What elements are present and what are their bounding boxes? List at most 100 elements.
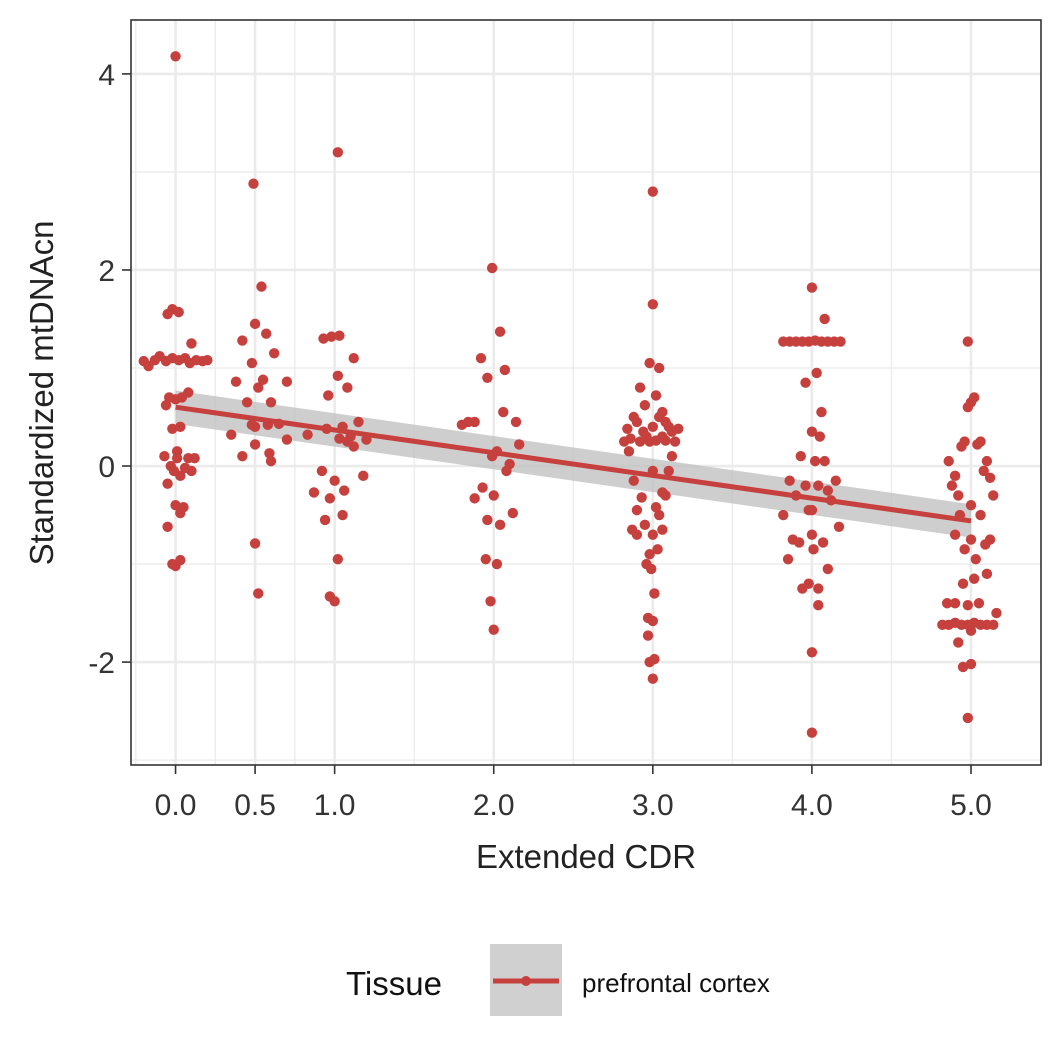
data-point: [782, 553, 794, 565]
data-point: [510, 416, 522, 428]
data-point: [657, 524, 668, 535]
data-point: [631, 504, 643, 516]
data-point: [253, 382, 264, 393]
data-point: [988, 490, 999, 501]
data-point: [793, 537, 805, 548]
data-point: [248, 178, 259, 189]
data-point: [822, 485, 834, 496]
data-point: [257, 374, 269, 385]
data-point: [253, 588, 264, 599]
data-point: [811, 367, 822, 379]
data-point: [469, 493, 480, 504]
data-point: [981, 568, 993, 580]
data-point: [249, 439, 261, 450]
data-point: [480, 553, 491, 565]
data-point: [965, 534, 977, 545]
data-point: [469, 416, 480, 428]
data-point: [337, 509, 348, 521]
data-point: [953, 637, 964, 648]
y-tick-label: 4: [98, 59, 115, 92]
data-point: [507, 507, 519, 519]
data-point: [639, 519, 651, 531]
x-tick-label: 3.0: [632, 789, 674, 822]
data-points: [138, 51, 1002, 738]
panel-background: [131, 20, 1041, 765]
data-point: [669, 436, 681, 447]
x-tick-label: 4.0: [791, 789, 833, 822]
data-point: [475, 352, 487, 364]
data-point: [644, 357, 655, 369]
data-point: [202, 354, 213, 366]
data-point: [237, 335, 248, 346]
data-point: [308, 487, 320, 498]
x-tick-label: 0.5: [234, 789, 276, 822]
data-point: [816, 406, 827, 418]
data-point: [639, 400, 651, 411]
data-point: [323, 390, 334, 401]
data-point: [817, 537, 829, 548]
data-point: [491, 558, 503, 570]
data-point: [226, 429, 237, 440]
data-point: [175, 554, 186, 566]
y-axis: -2 0 2 4: [88, 59, 131, 680]
data-point: [984, 534, 996, 545]
data-point: [162, 478, 173, 489]
data-point: [332, 147, 344, 158]
data-point: [968, 573, 980, 584]
data-point: [660, 416, 671, 428]
data-point: [647, 529, 659, 540]
data-point: [835, 336, 846, 347]
data-point: [647, 615, 659, 627]
data-point: [975, 436, 986, 447]
data-point: [249, 318, 261, 330]
data-point: [647, 673, 659, 684]
data-point: [326, 331, 337, 342]
data-point: [173, 306, 184, 318]
x-axis: 0.0 0.5 1.0 2.0 3.0 4.0 5.0: [155, 765, 992, 822]
x-tick-label: 0.0: [155, 789, 197, 822]
data-point: [175, 507, 186, 519]
data-point: [631, 416, 643, 428]
legend-key-point: [521, 976, 531, 986]
data-point: [833, 521, 845, 532]
data-point: [806, 647, 818, 658]
data-point: [959, 436, 970, 447]
data-point: [281, 376, 293, 387]
data-point: [646, 563, 657, 575]
data-point: [949, 529, 961, 540]
data-point: [494, 326, 506, 337]
trend-line-group: [175, 404, 972, 524]
data-point: [957, 661, 969, 673]
data-point: [803, 578, 814, 589]
data-point: [981, 455, 993, 467]
data-point: [647, 421, 659, 433]
data-point: [175, 470, 186, 482]
data-point: [324, 493, 336, 504]
data-point: [800, 377, 811, 388]
legend: Tissue prefrontal cortex: [346, 944, 770, 1016]
data-point: [486, 262, 498, 274]
data-point: [488, 624, 499, 635]
data-point: [482, 372, 493, 383]
data-point: [941, 598, 953, 609]
data-point: [631, 529, 643, 540]
x-tick-label: 1.0: [314, 789, 356, 822]
data-point: [800, 480, 811, 491]
x-axis-title: Extended CDR: [476, 838, 696, 875]
data-point: [650, 390, 662, 401]
data-point: [302, 429, 313, 440]
data-point: [246, 357, 258, 369]
data-point: [265, 397, 277, 408]
data-point: [962, 600, 974, 611]
data-point: [625, 433, 636, 444]
data-point: [660, 490, 671, 501]
data-point: [644, 549, 655, 560]
data-point: [653, 362, 665, 374]
data-point: [170, 500, 181, 511]
data-point: [623, 446, 635, 457]
data-point: [332, 553, 344, 565]
data-point: [970, 553, 981, 565]
data-point: [167, 423, 178, 434]
data-point: [819, 313, 830, 325]
data-point: [653, 509, 665, 521]
